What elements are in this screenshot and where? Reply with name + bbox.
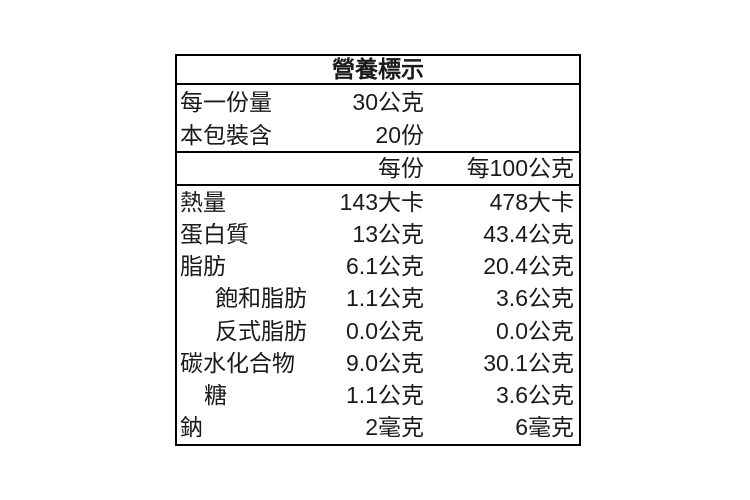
nutrient-row: 碳水化合物 9.0公克 30.1公克	[177, 347, 579, 379]
serving-size-value: 30公克	[352, 90, 424, 114]
nutrient-label: 飽和脂肪	[215, 287, 307, 311]
per-serving-value: 0.0公克	[346, 319, 424, 343]
serving-size-row: 每一份量 30公克	[177, 85, 579, 119]
nutrient-row: 鈉 2毫克 6毫克	[177, 412, 579, 444]
nutrient-rows: 熱量 143大卡 478大卡 蛋白質 13公克 43.4公克 脂肪 6.1公克 …	[177, 186, 579, 444]
nutrient-label: 糖	[204, 384, 227, 408]
per-100g-value: 43.4公克	[483, 222, 574, 246]
per-serving-value: 9.0公克	[346, 351, 424, 375]
servings-per-package-row: 本包裝含 20份	[177, 119, 579, 153]
nutrient-row: 糖 1.1公克 3.6公克	[177, 380, 579, 412]
nutrient-label: 碳水化合物	[180, 351, 295, 375]
per-100g-value: 30.1公克	[483, 351, 574, 375]
serving-size-label: 每一份量	[180, 90, 272, 114]
table-title: 營養標示	[332, 56, 424, 82]
nutrient-label: 脂肪	[180, 255, 226, 279]
servings-per-package-value: 20份	[375, 123, 424, 147]
nutrient-row: 反式脂肪 0.0公克 0.0公克	[177, 315, 579, 347]
nutrition-facts-table: 營養標示 每一份量 30公克 本包裝含 20份 每份 每100公克 熱量 143…	[175, 54, 581, 446]
nutrient-row: 熱量 143大卡 478大卡	[177, 186, 579, 218]
nutrient-label: 熱量	[180, 190, 226, 214]
per-100g-value: 3.6公克	[496, 384, 574, 408]
per-serving-value: 13公克	[352, 222, 424, 246]
per-serving-value: 1.1公克	[346, 287, 424, 311]
per-100g-value: 20.4公克	[483, 255, 574, 279]
column-header-row: 每份 每100公克	[177, 153, 579, 186]
nutrient-row: 飽和脂肪 1.1公克 3.6公克	[177, 283, 579, 315]
per-100g-value: 478大卡	[489, 190, 574, 214]
nutrient-row: 蛋白質 13公克 43.4公克	[177, 218, 579, 250]
servings-per-package-label: 本包裝含	[180, 123, 272, 147]
per-serving-header: 每份	[378, 157, 424, 180]
per-serving-value: 1.1公克	[346, 384, 424, 408]
nutrient-row: 脂肪 6.1公克 20.4公克	[177, 251, 579, 283]
table-title-row: 營養標示	[177, 56, 579, 85]
per-100g-value: 6毫克	[515, 416, 574, 440]
per-100g-value: 3.6公克	[496, 287, 574, 311]
per-100g-value: 0.0公克	[496, 319, 574, 343]
per-serving-value: 143大卡	[339, 190, 424, 214]
per-100g-header: 每100公克	[466, 157, 574, 180]
per-serving-value: 6.1公克	[346, 255, 424, 279]
nutrient-label: 蛋白質	[180, 222, 249, 246]
nutrient-label: 反式脂肪	[215, 319, 307, 343]
nutrient-label: 鈉	[180, 416, 203, 440]
per-serving-value: 2毫克	[365, 416, 424, 440]
